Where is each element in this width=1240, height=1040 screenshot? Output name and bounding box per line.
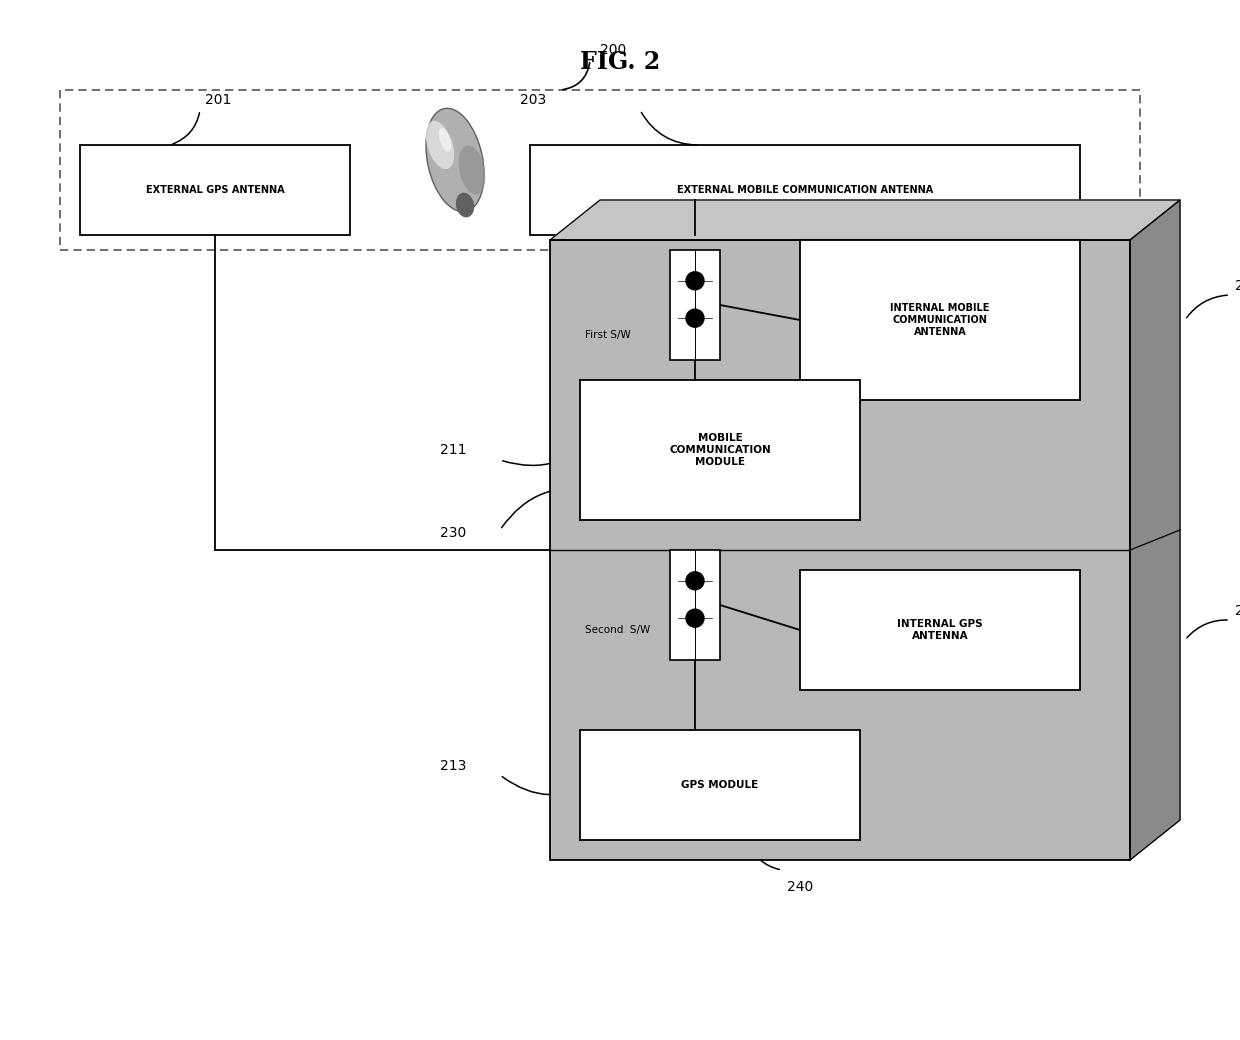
Bar [580, 380, 861, 520]
Text: INTERNAL GPS
ANTENNA: INTERNAL GPS ANTENNA [898, 619, 983, 641]
Ellipse shape [459, 146, 485, 194]
Ellipse shape [439, 128, 451, 152]
Circle shape [686, 309, 704, 328]
Bar [670, 250, 720, 360]
Text: 203: 203 [520, 93, 547, 107]
Bar [580, 730, 861, 840]
Circle shape [686, 609, 704, 627]
Ellipse shape [425, 121, 454, 170]
Circle shape [686, 572, 704, 590]
Ellipse shape [456, 192, 474, 217]
Polygon shape [551, 200, 1180, 240]
Bar [800, 240, 1080, 400]
Text: First S/W: First S/W [585, 330, 631, 340]
Bar [81, 145, 350, 235]
Circle shape [686, 271, 704, 290]
Text: EXTERNAL MOBILE COMMUNICATION ANTENNA: EXTERNAL MOBILE COMMUNICATION ANTENNA [677, 185, 934, 196]
Text: MOBILE
COMMUNICATION
MODULE: MOBILE COMMUNICATION MODULE [670, 434, 771, 467]
Text: 221: 221 [1235, 279, 1240, 293]
Text: 223: 223 [1235, 604, 1240, 618]
Text: 240: 240 [787, 880, 813, 894]
Bar [529, 145, 1080, 235]
Text: FIG. 2: FIG. 2 [580, 50, 660, 74]
Bar [551, 240, 1130, 860]
Text: 211: 211 [440, 443, 466, 457]
Text: EXTERNAL GPS ANTENNA: EXTERNAL GPS ANTENNA [145, 185, 284, 196]
Text: 200: 200 [600, 43, 626, 57]
Text: 230: 230 [440, 526, 466, 540]
Bar [670, 550, 720, 660]
Ellipse shape [427, 108, 484, 212]
Text: 213: 213 [440, 759, 466, 773]
Polygon shape [1130, 200, 1180, 860]
Text: INTERNAL MOBILE
COMMUNICATION
ANTENNA: INTERNAL MOBILE COMMUNICATION ANTENNA [890, 304, 990, 337]
Text: 201: 201 [205, 93, 232, 107]
Text: Second  S/W: Second S/W [585, 625, 650, 635]
Text: GPS MODULE: GPS MODULE [681, 780, 759, 790]
Bar [60, 90, 1140, 250]
Bar [800, 570, 1080, 690]
